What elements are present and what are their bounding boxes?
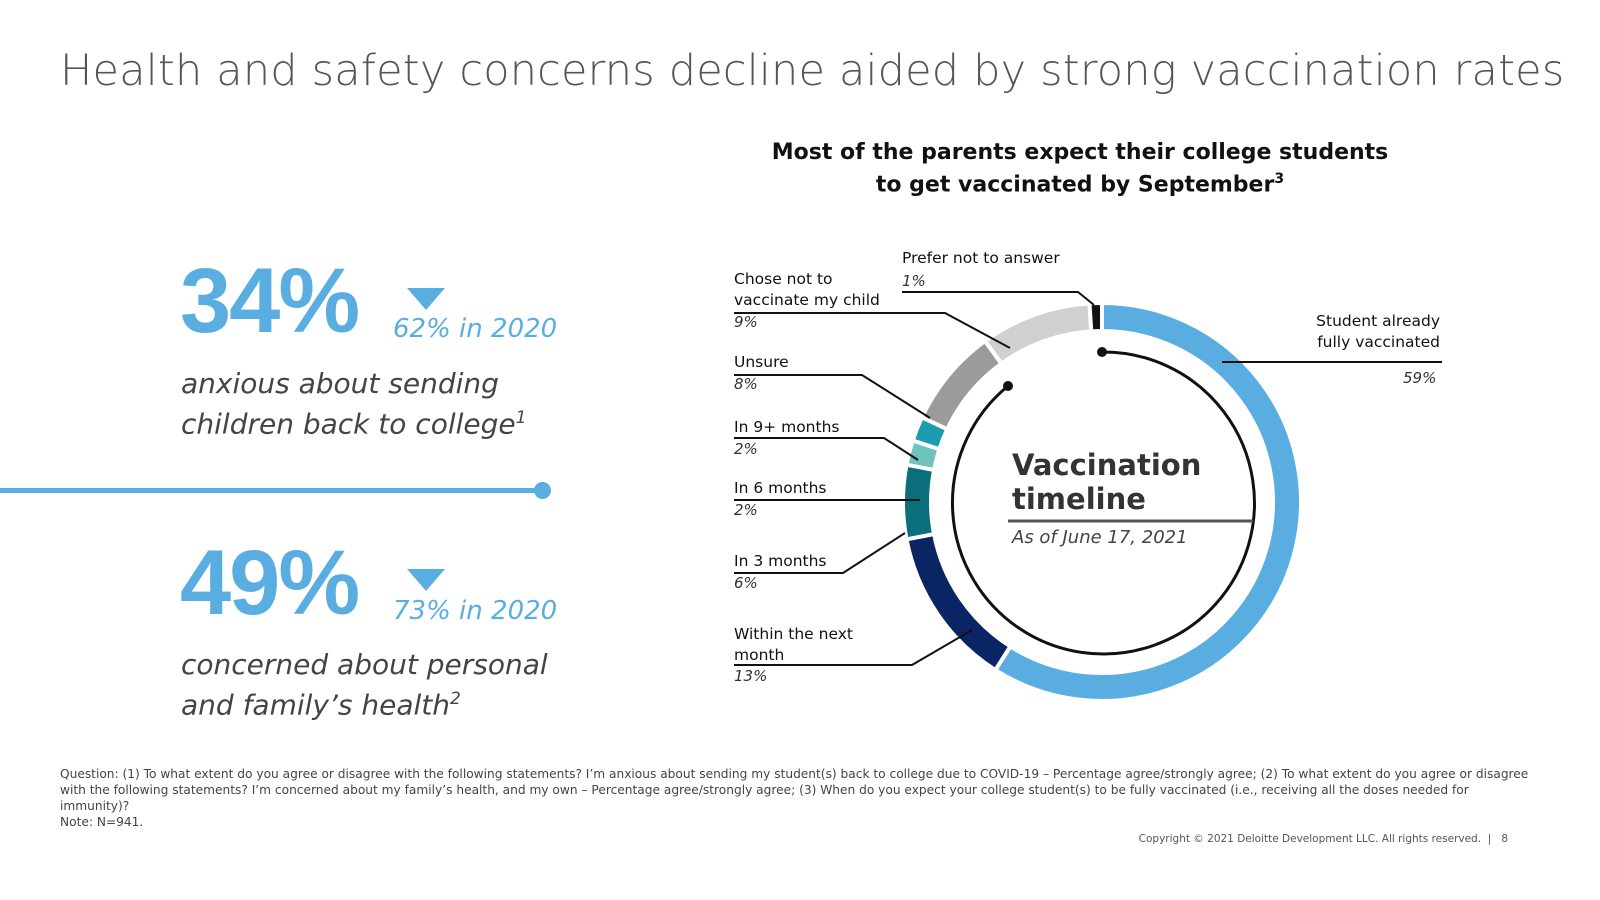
label-9-months: In 9+ months <box>734 418 840 436</box>
value-chose-not: 9% <box>734 313 758 331</box>
donut-slice-chose-not-to-vaccinate-my-child <box>982 301 1094 367</box>
value-vaccinated: 59% <box>1403 369 1437 387</box>
value-within-month: 13% <box>734 667 768 685</box>
leader-line-unsure <box>734 374 931 419</box>
label-vaccinated: Student already fully vaccinated <box>1316 312 1440 351</box>
label-within-month: Within the next month <box>734 625 853 664</box>
leader-line-9-months <box>734 437 919 461</box>
value-6-months: 2% <box>734 501 758 519</box>
label-unsure: Unsure <box>734 353 789 371</box>
center-title: Vaccination timeline <box>1012 448 1202 516</box>
leader-line-prefer-not <box>902 291 1095 306</box>
divider-line <box>0 488 542 493</box>
stat-health-compare: 73% in 2020 <box>393 596 558 626</box>
question-note: Question: (1) To what extent do you agre… <box>60 767 1529 813</box>
stat-anxious-description: anxious about sending children back to c… <box>181 367 527 441</box>
label-prefer-not: Prefer not to answer <box>902 249 1060 267</box>
copyright: Copyright © 2021 Deloitte Development LL… <box>1138 833 1508 845</box>
label-3-months: In 3 months <box>734 552 827 570</box>
leader-line-chose-not <box>734 312 1011 349</box>
divider-dot <box>534 482 551 499</box>
sample-note: Note: N=941. <box>60 815 144 829</box>
center-subtitle: As of June 17, 2021 <box>1012 527 1188 548</box>
page-number: 8 <box>1501 833 1508 845</box>
timeline-end-dot <box>1003 381 1013 391</box>
label-6-months: In 6 months <box>734 479 827 497</box>
stat-health-description: concerned about personal and family’s he… <box>181 648 548 722</box>
timeline-arc <box>950 350 1256 656</box>
value-9-months: 2% <box>734 440 758 458</box>
down-triangle-icon <box>407 569 445 591</box>
value-unsure: 8% <box>734 375 758 393</box>
down-triangle-icon <box>407 288 445 310</box>
leader-line-3-months <box>734 532 906 574</box>
page-title: Health and safety concerns decline aided… <box>60 46 1565 96</box>
stat-health-value: 49% <box>180 532 360 634</box>
donut-slice-in-3-months <box>901 462 937 542</box>
timeline-start-dot <box>1097 347 1107 357</box>
donut-slice-within-the-next-month <box>904 531 1014 673</box>
stat-anxious-compare: 62% in 2020 <box>393 314 558 344</box>
donut-slice-prefer-not-to-answer <box>1087 300 1104 334</box>
donut-slice-unsure <box>919 338 1005 432</box>
label-chose-not: Chose not to vaccinate my child <box>734 270 880 309</box>
chart-title: Most of the parents expect their college… <box>771 140 1389 198</box>
value-prefer-not: 1% <box>902 272 926 290</box>
leader-line-within-month <box>734 629 973 666</box>
value-3-months: 6% <box>734 574 758 592</box>
footnote-block: Question: (1) To what extent do you agre… <box>60 766 1530 830</box>
stat-anxious-value: 34% <box>180 250 360 352</box>
